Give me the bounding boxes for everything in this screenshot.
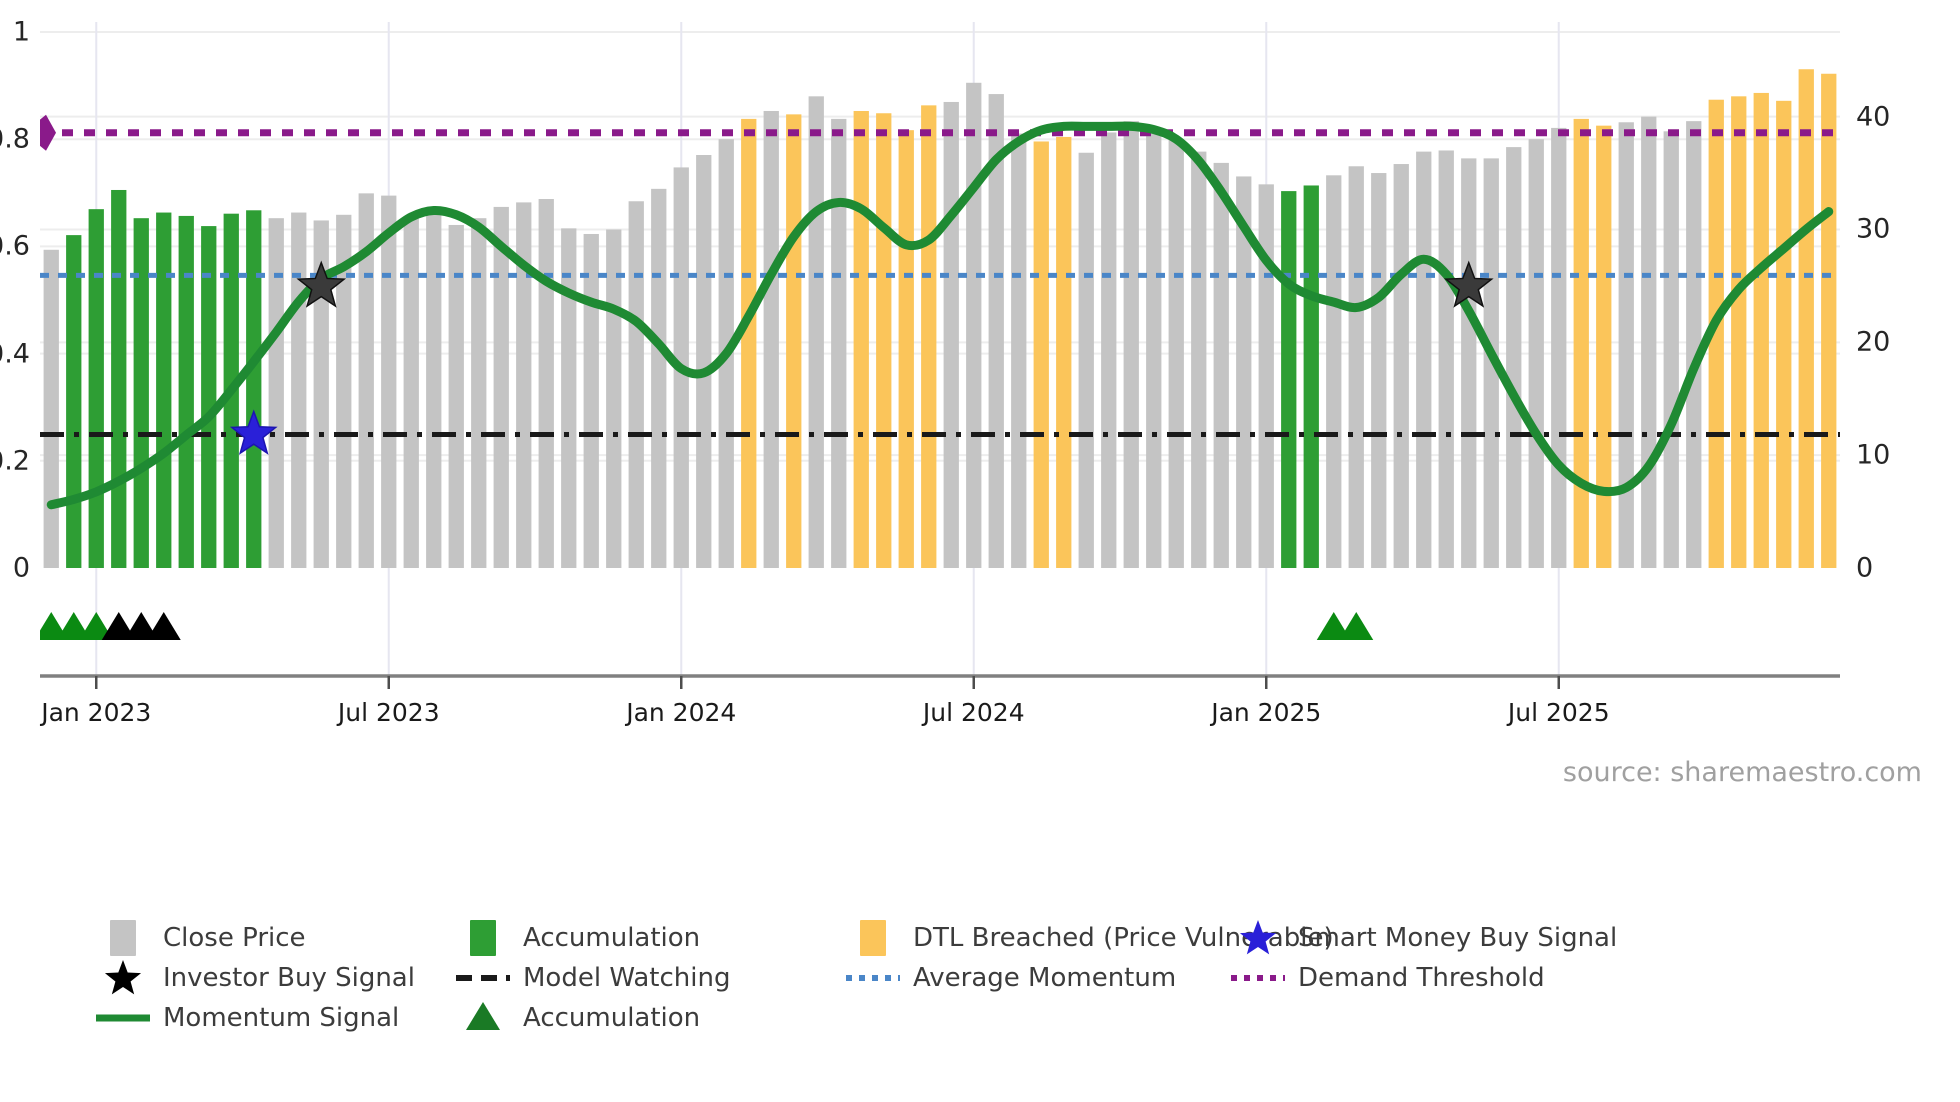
investor-buy-marker bbox=[296, 260, 347, 308]
legend-item-label: Accumulation bbox=[523, 1003, 701, 1033]
x-axis-tick: Jan 2025 bbox=[1211, 698, 1322, 727]
color-swatch-icon bbox=[95, 920, 151, 956]
y-axis-left-tick: 1 bbox=[12, 16, 30, 48]
x-axis-tick: Jan 2023 bbox=[41, 698, 152, 727]
solid-line-icon bbox=[95, 1000, 151, 1036]
star-icon bbox=[104, 960, 142, 995]
triangle-up-icon bbox=[466, 1002, 500, 1030]
legend-item[interactable]: Demand Threshold bbox=[1230, 958, 1545, 998]
accumulation-triangle bbox=[124, 612, 159, 640]
y-axis-right-tick: 0 bbox=[1856, 552, 1874, 584]
legend-row: Momentum Signal Accumulation bbox=[0, 998, 1960, 1038]
legend-item-label: Momentum Signal bbox=[163, 1003, 400, 1033]
legend-item[interactable]: Accumulation bbox=[455, 918, 700, 958]
y-axis-left-tick: 0.6 bbox=[0, 230, 30, 262]
color-swatch-icon bbox=[845, 920, 901, 956]
star-icon bbox=[1239, 920, 1277, 955]
accumulation-triangle bbox=[101, 612, 136, 640]
legend-item-label: Investor Buy Signal bbox=[163, 963, 415, 993]
triangle-up-icon bbox=[455, 1000, 511, 1036]
dashed-line-icon bbox=[456, 975, 510, 981]
dotted-line-icon bbox=[846, 975, 900, 981]
legend-item-label: Average Momentum bbox=[913, 963, 1177, 993]
legend-item[interactable]: Average Momentum bbox=[845, 958, 1176, 998]
y-axis-left-tick: 0.2 bbox=[0, 445, 30, 477]
legend-row: Investor Buy Signal Model Watching Average… bbox=[0, 958, 1960, 998]
investor-buy-marker bbox=[1443, 260, 1494, 308]
accumulation-triangle bbox=[79, 612, 114, 640]
star-icon bbox=[1230, 920, 1286, 956]
legend-item-label: Accumulation bbox=[523, 923, 701, 953]
source-note: source: sharemaestro.com bbox=[1562, 757, 1922, 788]
accumulation-triangle bbox=[56, 612, 91, 640]
legend-row: Close Price Accumulation DTL Breached (Pri… bbox=[0, 918, 1960, 958]
y-axis-right-tick: 20 bbox=[1856, 326, 1891, 358]
star-icon bbox=[95, 960, 151, 996]
y-axis-right-tick: 10 bbox=[1856, 439, 1891, 471]
y-axis-left-tick: 0 bbox=[12, 552, 30, 584]
dotted-line-icon bbox=[845, 960, 901, 996]
x-axis-tick: Jul 2024 bbox=[922, 698, 1025, 727]
color-swatch-icon bbox=[455, 920, 511, 956]
close-price-bars bbox=[43, 69, 1837, 569]
solid-line-icon bbox=[96, 1014, 150, 1022]
x-axis-tick: Jul 2023 bbox=[337, 698, 440, 727]
legend-item-label: Close Price bbox=[163, 923, 306, 953]
y-axis-right-tick: 40 bbox=[1856, 101, 1891, 133]
accumulation-triangle bbox=[1316, 612, 1351, 640]
accumulation-triangle bbox=[146, 612, 181, 640]
legend-item[interactable]: Investor Buy Signal bbox=[95, 958, 415, 998]
x-axis-tick: Jul 2025 bbox=[1507, 698, 1610, 727]
dotted-line-icon bbox=[1231, 975, 1285, 981]
legend-item[interactable]: Smart Money Buy Signal bbox=[1230, 918, 1617, 958]
legend-item[interactable]: Model Watching bbox=[455, 958, 730, 998]
y-axis-left-tick: 0.4 bbox=[0, 338, 30, 370]
chart-legend: Close Price Accumulation DTL Breached (Pri… bbox=[0, 918, 1960, 1038]
legend-item[interactable]: Momentum Signal bbox=[95, 998, 399, 1038]
y-axis-right-tick: 30 bbox=[1856, 213, 1891, 245]
dotted-line-icon bbox=[1230, 960, 1286, 996]
x-axis-tick: Jan 2024 bbox=[626, 698, 737, 727]
dashed-line-icon bbox=[455, 960, 511, 996]
legend-item-label: Smart Money Buy Signal bbox=[1298, 923, 1618, 953]
accumulation-triangle bbox=[1339, 612, 1374, 640]
legend-item-label: Model Watching bbox=[523, 963, 731, 993]
legend-item[interactable]: Close Price bbox=[95, 918, 306, 958]
plot-area bbox=[40, 20, 1840, 710]
y-axis-left-tick: 0.8 bbox=[0, 123, 30, 155]
color-swatch-icon bbox=[470, 920, 496, 956]
legend-item-label: Demand Threshold bbox=[1298, 963, 1545, 993]
legend-item[interactable]: Accumulation bbox=[455, 998, 700, 1038]
chart-canvas bbox=[40, 22, 1840, 689]
color-swatch-icon bbox=[110, 920, 136, 956]
smart-money-marker bbox=[229, 409, 278, 455]
color-swatch-icon bbox=[860, 920, 886, 956]
